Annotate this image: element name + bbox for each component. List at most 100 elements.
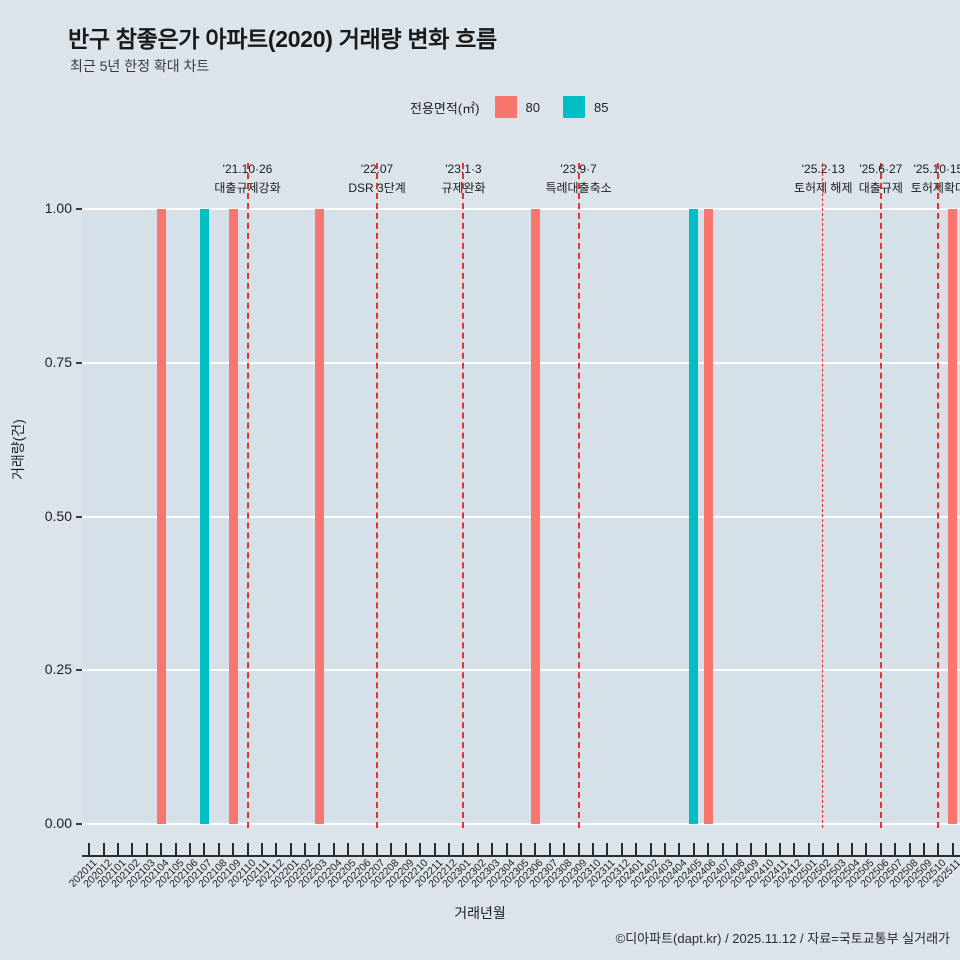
x-tick-mark [390,843,393,855]
x-tick-mark [505,843,508,855]
y-tick-mark [76,823,82,825]
x-tick-mark [347,843,350,855]
legend-label-85: 85 [593,99,609,115]
event-label-202506: '25.6·27 대출규제 [811,160,951,197]
event-line-202301 [462,163,465,828]
x-axis-line [82,855,960,857]
x-tick-mark [433,843,436,855]
x-tick-mark [851,843,854,855]
grid-line [82,669,960,672]
bar-85-202107 [199,209,209,824]
legend-title: 전용면적(㎡) [410,100,480,116]
event-text: 특례대출축소 [545,180,612,195]
event-text: 규제완화 [441,180,486,195]
x-tick-mark [663,843,666,855]
x-tick-mark [822,843,825,855]
event-text: 대출규제 [858,180,903,195]
x-tick-mark [923,843,926,855]
x-tick-mark [232,843,235,855]
x-tick-mark [332,843,335,855]
event-label-202510: '25.10·15 토허제확대 [868,160,960,197]
event-label-202110: '21.10·26 대출규제강화 [178,160,318,197]
x-tick-mark [635,843,638,855]
x-tick-mark [448,843,451,855]
x-tick-mark [678,843,681,855]
y-tick-mark [76,515,82,518]
x-tick-mark [174,843,177,855]
x-tick-mark [476,843,479,855]
legend-swatch-80 [494,96,517,118]
x-tick-mark [116,843,119,855]
x-tick-mark [246,843,249,855]
x-tick-mark [577,843,580,855]
event-date: '25.10·15 [913,162,960,176]
grid-line [82,361,960,364]
grid-line [82,208,960,210]
event-date: '23.1·3 [445,162,482,176]
x-tick-mark [750,843,753,855]
y-tick-label: 0.50 [44,507,72,524]
plot-panel [82,208,960,825]
grid-line [82,515,960,518]
bar-80-202511 [948,209,958,824]
x-tick-mark [534,843,537,855]
x-tick-mark [894,843,897,855]
x-tick-mark [951,843,954,855]
y-tick-label: 0.75 [44,353,72,370]
chart-caption: ©디아파트(dapt.kr) / 2025.11.12 / 자료=국토교통부 실… [615,931,950,946]
x-tick-mark [260,843,263,855]
event-label-202207: '22.07 DSR 3단계 [307,160,447,197]
event-date: '23.9·7 [560,162,597,176]
x-tick-mark [836,843,839,855]
x-tick-mark [275,843,278,855]
event-label-202502: '25.2·13 토허제 해제 [753,160,893,197]
event-date: '21.10·26 [222,162,273,176]
x-tick-mark [289,843,292,855]
event-text: DSR 3단계 [348,180,406,195]
x-tick-mark [404,843,407,855]
legend-label-80: 80 [525,99,540,115]
bar-80-202104 [156,209,166,824]
legend-swatch-85 [562,96,585,118]
x-tick-mark [779,843,782,855]
y-tick-label: 0.00 [44,815,72,831]
x-tick-mark [793,843,796,855]
x-tick-mark [318,843,321,855]
x-tick-mark [606,843,609,855]
x-tick-mark [620,843,623,855]
event-date: '25.6·27 [859,162,903,176]
x-tick-mark [807,843,810,855]
x-tick-mark [203,843,206,855]
event-date: '25.2·13 [801,162,845,176]
x-tick-mark [160,843,163,855]
x-tick-mark [908,843,911,855]
event-line-202207 [376,163,379,828]
x-tick-mark [376,843,379,855]
x-tick-mark [548,843,551,855]
event-text: 토허제확대 [910,180,960,195]
x-tick-mark [735,843,738,855]
x-tick-mark [304,843,307,855]
bar-80-202203 [314,209,324,824]
event-line-202309 [577,163,580,828]
y-tick-mark [76,669,82,672]
y-tick-mark [76,361,82,364]
x-tick-mark [649,843,652,855]
event-date: '22.07 [360,162,394,176]
x-tick-mark [591,843,594,855]
x-tick-mark [692,843,695,855]
event-line-202506 [879,163,882,828]
event-text: 토허제 해제 [793,180,853,195]
x-tick-mark [721,843,724,855]
x-tick-mark [879,843,882,855]
legend: 전용면적(㎡) 80 85 [410,96,622,118]
chart-subtitle: 최근 5년 한정 확대 차트 [70,58,210,74]
x-tick-mark [188,843,191,855]
y-tick-mark [76,208,82,210]
x-tick-mark [145,843,148,855]
y-axis-title: 거래량(건) [10,419,26,480]
bar-80-202109 [228,209,238,824]
chart-title: 반구 참좋은가 아파트(2020) 거래량 변화 흐름 [68,26,497,52]
x-tick-mark [520,843,522,855]
